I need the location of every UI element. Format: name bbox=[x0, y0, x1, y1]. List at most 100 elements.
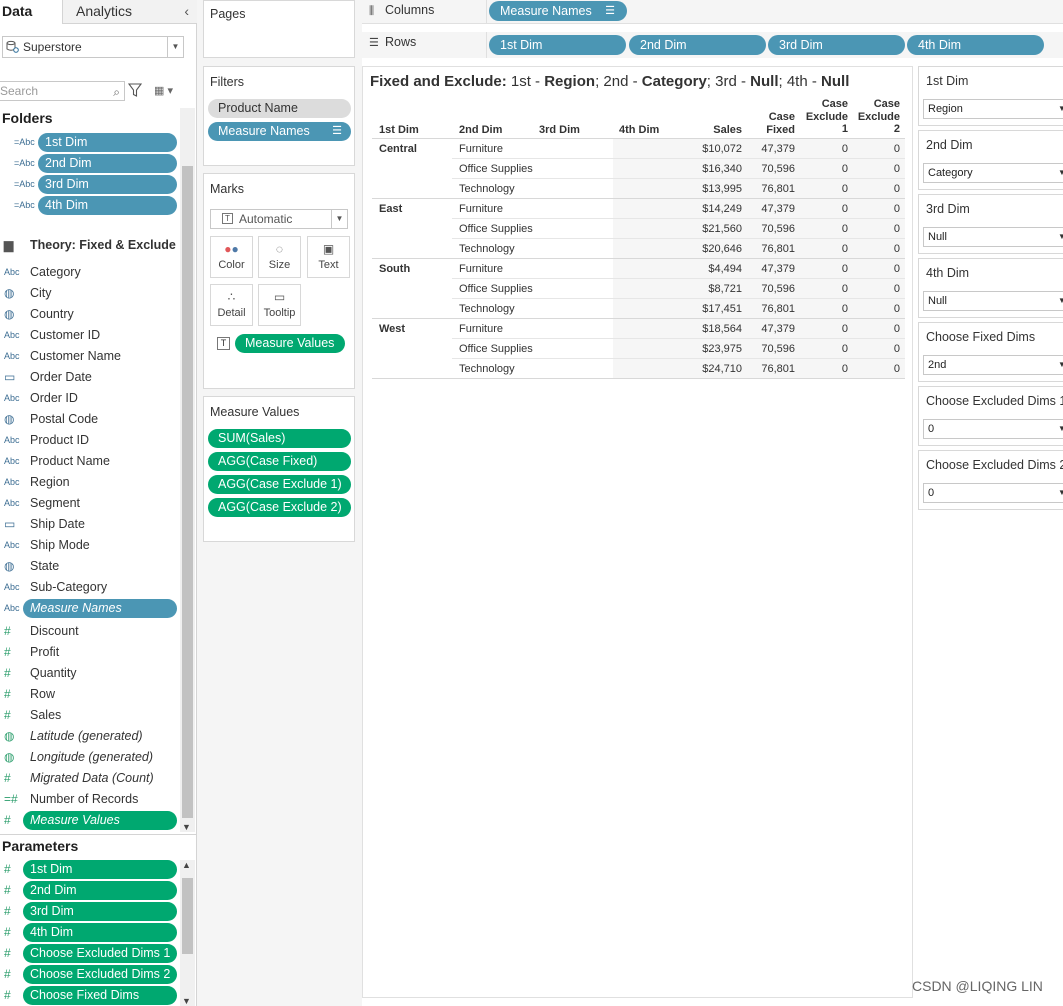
field-dimension[interactable]: ◍ Postal Code bbox=[0, 409, 180, 430]
field-dimension[interactable]: Abc Customer ID bbox=[0, 325, 180, 346]
field-dimension[interactable]: Abc Segment bbox=[0, 493, 180, 514]
parameter-dropdown[interactable]: 2nd ▼ bbox=[923, 355, 1063, 375]
parameter-pill[interactable]: 1st Dim bbox=[23, 860, 177, 879]
folder-field-2nd-dim[interactable]: =Abc 2nd Dim bbox=[0, 153, 180, 174]
field-measure[interactable]: # Row bbox=[0, 684, 180, 705]
field-measure[interactable]: =# Number of Records bbox=[0, 789, 180, 810]
folder-field-1st-dim[interactable]: =Abc 1st Dim bbox=[0, 132, 180, 153]
parameter-dropdown[interactable]: Category ▼ bbox=[923, 163, 1063, 183]
field-pill[interactable]: Measure Values bbox=[23, 811, 177, 830]
parameter-dropdown[interactable]: Null ▼ bbox=[923, 227, 1063, 247]
chevron-down-icon[interactable]: ▼ bbox=[1058, 168, 1063, 177]
datasource-selector[interactable]: Superstore ▼ bbox=[2, 36, 184, 58]
chevron-down-icon[interactable]: ▼ bbox=[1058, 296, 1063, 305]
parameter-field[interactable]: #3rd Dim bbox=[0, 901, 180, 922]
field-dimension[interactable]: Abc Ship Mode bbox=[0, 535, 180, 556]
scrollbar-thumb[interactable] bbox=[182, 878, 193, 954]
chevron-down-icon[interactable]: ▼ bbox=[1058, 232, 1063, 241]
marks-text-pill[interactable]: Measure Values bbox=[235, 334, 345, 353]
color-button[interactable]: ●● Color bbox=[210, 236, 253, 278]
scroll-down-icon[interactable]: ▼ bbox=[182, 822, 191, 832]
parameter-pill[interactable]: 3rd Dim bbox=[23, 902, 177, 921]
field-measure[interactable]: # Sales bbox=[0, 705, 180, 726]
detail-button[interactable]: ∴ Detail bbox=[210, 284, 253, 326]
tab-analytics-label[interactable]: Analytics bbox=[76, 3, 133, 19]
chevron-down-icon[interactable]: ▼ bbox=[1058, 424, 1063, 433]
scroll-up-icon[interactable]: ▲ bbox=[182, 860, 191, 870]
view-options-icon[interactable]: ▦ ▾ bbox=[154, 85, 173, 97]
columns-shelf[interactable]: ⫼ Columns Measure Names ☰ bbox=[362, 0, 1063, 24]
chevron-down-icon[interactable]: ▼ bbox=[1058, 488, 1063, 497]
parameter-pill[interactable]: Choose Excluded Dims 1 bbox=[23, 944, 177, 963]
field-dimension[interactable]: Abc Category bbox=[0, 262, 180, 283]
parameter-dropdown[interactable]: 0 ▼ bbox=[923, 419, 1063, 439]
field-measure-values[interactable]: # Measure Values bbox=[0, 810, 180, 831]
folder-field-4th-dim[interactable]: =Abc 4th Dim bbox=[0, 195, 180, 216]
parameter-dropdown[interactable]: Null ▼ bbox=[923, 291, 1063, 311]
field-dimension[interactable]: Abc Customer Name bbox=[0, 346, 180, 367]
field-dimension[interactable]: ◍ City bbox=[0, 283, 180, 304]
field-pill[interactable]: 4th Dim bbox=[38, 196, 177, 215]
parameter-field[interactable]: #2nd Dim bbox=[0, 880, 180, 901]
parameter-field[interactable]: #1st Dim bbox=[0, 859, 180, 880]
parameters-scrollbar[interactable]: ▲ ▼ bbox=[180, 860, 195, 1006]
field-pill[interactable]: 2nd Dim bbox=[38, 154, 177, 173]
filter-pill-measure-names[interactable]: Measure Names ☰ bbox=[208, 122, 351, 141]
filter-pill-product-name[interactable]: Product Name bbox=[208, 99, 351, 118]
filter-icon[interactable] bbox=[128, 82, 142, 98]
parameter-field[interactable]: # Choose Fixed Dims bbox=[0, 985, 180, 1006]
measure-pill-case-exclude-2[interactable]: AGG(Case Exclude 2) bbox=[208, 498, 351, 517]
parameter-dropdown[interactable]: 0 ▼ bbox=[923, 483, 1063, 503]
field-dimension[interactable]: Abc Product ID bbox=[0, 430, 180, 451]
scroll-down-icon[interactable]: ▼ bbox=[182, 996, 191, 1006]
field-pill[interactable]: 3rd Dim bbox=[38, 175, 177, 194]
rows-pill-2nd-dim[interactable]: 2nd Dim bbox=[629, 35, 766, 55]
tooltip-button[interactable]: ▭ Tooltip bbox=[258, 284, 301, 326]
rows-pill-4th-dim[interactable]: 4th Dim bbox=[907, 35, 1044, 55]
field-measure[interactable]: ◍ Latitude (generated) bbox=[0, 726, 180, 747]
field-dimension[interactable]: Abc Sub-Category bbox=[0, 577, 180, 598]
theory-folder[interactable]: ▆ Theory: Fixed & Exclude bbox=[0, 235, 180, 256]
field-dimension[interactable]: Abc Product Name bbox=[0, 451, 180, 472]
parameter-pill[interactable]: Choose Excluded Dims 2 bbox=[23, 965, 177, 984]
chevron-down-icon[interactable]: ▼ bbox=[1058, 360, 1063, 369]
rows-shelf[interactable]: ☰ Rows 1st Dim 2nd Dim 3rd Dim 4th Dim bbox=[362, 32, 1063, 58]
parameter-pill[interactable]: 4th Dim bbox=[23, 923, 177, 942]
rows-pill-3rd-dim[interactable]: 3rd Dim bbox=[768, 35, 905, 55]
parameter-field[interactable]: #4th Dim bbox=[0, 922, 180, 943]
field-measure[interactable]: # Quantity bbox=[0, 663, 180, 684]
fields-scrollbar[interactable]: ▼ bbox=[180, 108, 195, 832]
text-button[interactable]: ▣ Text bbox=[307, 236, 350, 278]
scrollbar-thumb[interactable] bbox=[182, 166, 193, 818]
size-button[interactable]: ◌ Size bbox=[258, 236, 301, 278]
rows-pill-1st-dim[interactable]: 1st Dim bbox=[489, 35, 626, 55]
field-dimension[interactable]: ◍ State bbox=[0, 556, 180, 577]
parameter-field[interactable]: # Choose Excluded Dims 2 bbox=[0, 964, 180, 985]
search-input[interactable]: Search ⌕ bbox=[0, 81, 125, 101]
field-measure-names[interactable]: Abc Measure Names bbox=[0, 598, 180, 619]
mark-type-dropdown[interactable]: T Automatic ▼ bbox=[210, 209, 348, 229]
field-dimension[interactable]: ▭ Ship Date bbox=[0, 514, 180, 535]
field-measure[interactable]: # Discount bbox=[0, 621, 180, 642]
parameter-dropdown[interactable]: Region ▼ bbox=[923, 99, 1063, 119]
pages-card[interactable]: Pages bbox=[203, 0, 355, 58]
field-measure[interactable]: # Migrated Data (Count) bbox=[0, 768, 180, 789]
chevron-down-icon[interactable]: ▼ bbox=[1058, 104, 1063, 113]
filters-card[interactable]: Filters Product Name Measure Names ☰ bbox=[203, 66, 355, 166]
folder-field-3rd-dim[interactable]: =Abc 3rd Dim bbox=[0, 174, 180, 195]
field-dimension[interactable]: Abc Region bbox=[0, 472, 180, 493]
field-dimension[interactable]: ▭ Order Date bbox=[0, 367, 180, 388]
measure-pill-case-fixed[interactable]: AGG(Case Fixed) bbox=[208, 452, 351, 471]
parameter-field[interactable]: # Choose Excluded Dims 1 bbox=[0, 943, 180, 964]
parameter-pill[interactable]: 2nd Dim bbox=[23, 881, 177, 900]
chevron-down-icon[interactable]: ▼ bbox=[331, 210, 347, 228]
field-dimension[interactable]: Abc Order ID bbox=[0, 388, 180, 409]
field-pill[interactable]: 1st Dim bbox=[38, 133, 177, 152]
field-measure[interactable]: # Profit bbox=[0, 642, 180, 663]
field-pill[interactable]: Measure Names bbox=[23, 599, 177, 618]
collapse-pane-icon[interactable]: ‹ bbox=[184, 3, 189, 19]
measure-pill-case-exclude-1[interactable]: AGG(Case Exclude 1) bbox=[208, 475, 351, 494]
columns-pill-measure-names[interactable]: Measure Names ☰ bbox=[489, 1, 627, 21]
measure-pill-sum-sales[interactable]: SUM(Sales) bbox=[208, 429, 351, 448]
tab-analytics[interactable]: Analytics ‹ bbox=[62, 0, 197, 24]
